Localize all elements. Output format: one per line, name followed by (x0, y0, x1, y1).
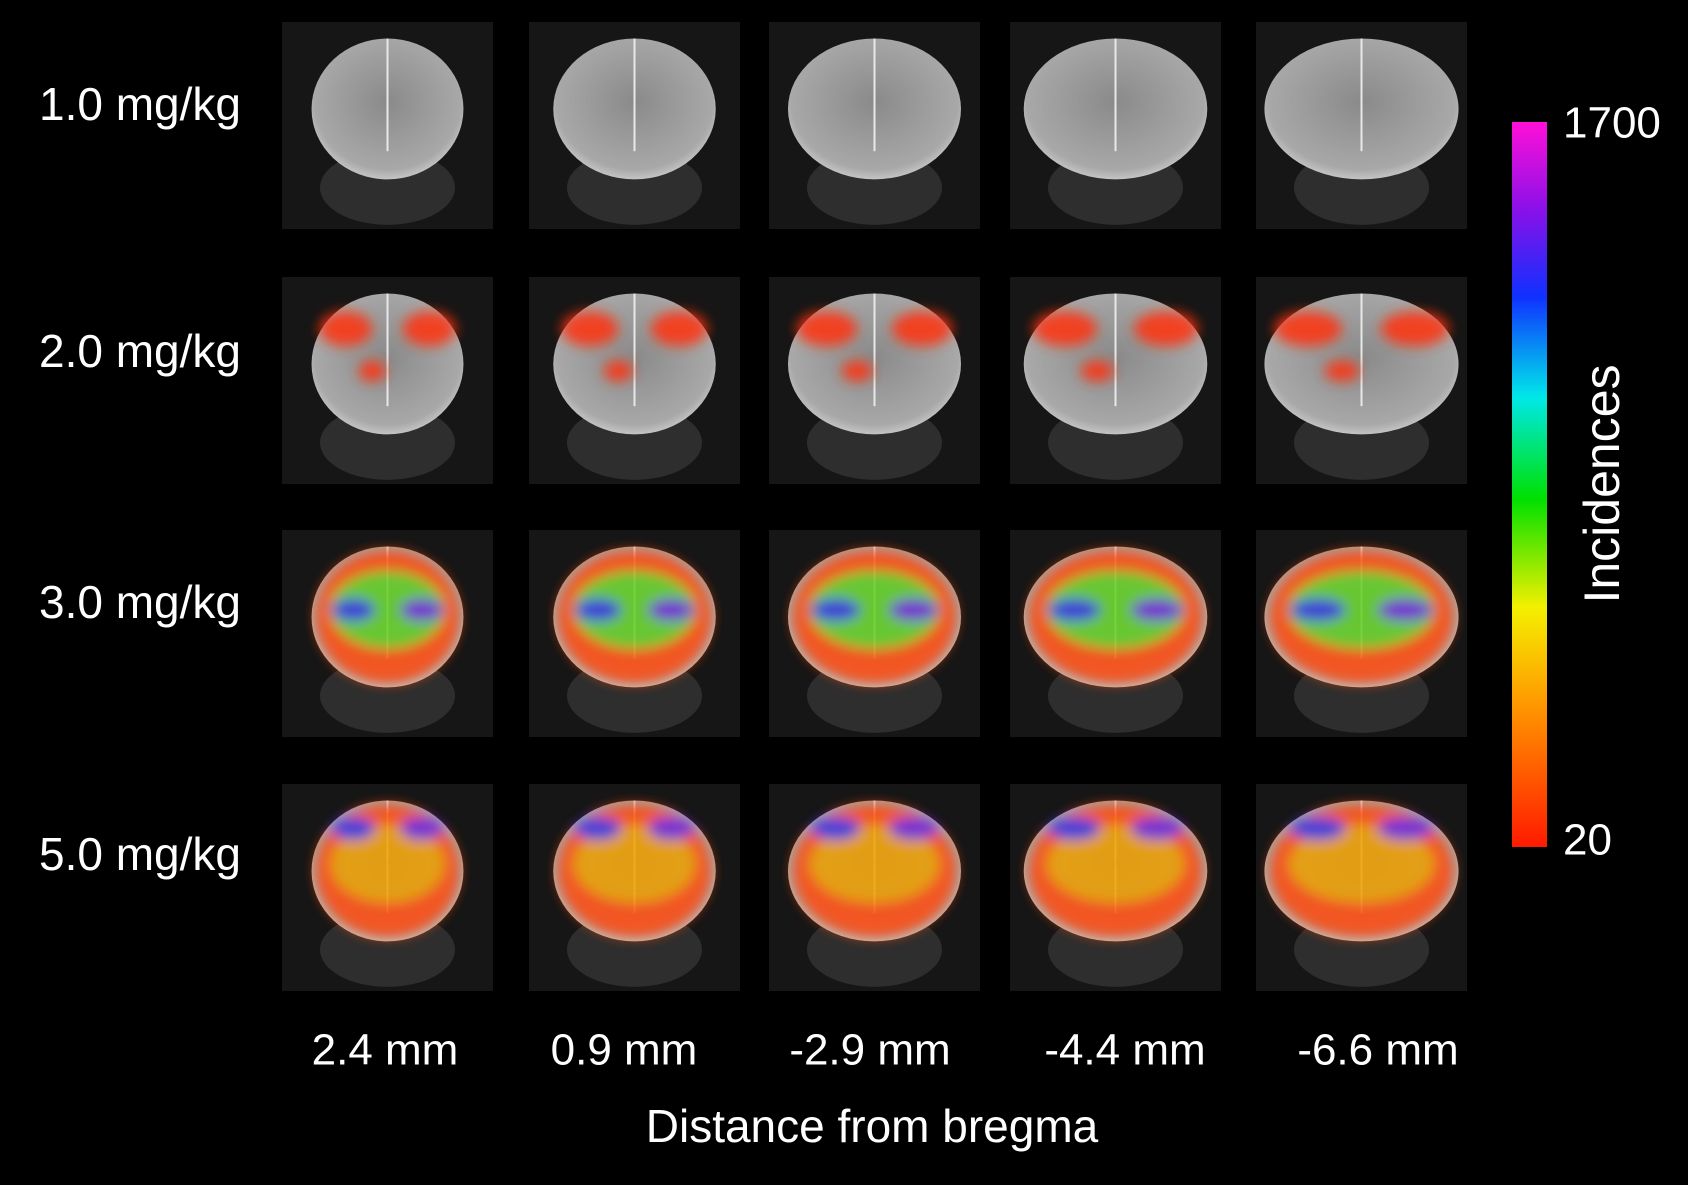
heat-peak (889, 817, 938, 840)
mri-slice (769, 530, 980, 737)
colorbar (1512, 122, 1547, 847)
heat-peak (1048, 817, 1100, 840)
heat-mid (809, 825, 940, 903)
heat-overlay (315, 550, 460, 684)
colorbar-label: Incidences (1574, 364, 1630, 603)
heat-peak (1048, 598, 1100, 622)
mri-slice (1010, 277, 1221, 484)
heat-blob (319, 311, 373, 347)
mri-slice (529, 530, 740, 737)
column-label: 2.4 mm (312, 1026, 459, 1075)
colorbar-max: 1700 (1563, 99, 1661, 148)
heat-overlay (561, 311, 708, 382)
heat-overlay (796, 311, 953, 382)
colorbar-min: 20 (1563, 816, 1612, 865)
heat-peak (332, 598, 375, 622)
heat-mid (573, 825, 696, 903)
heat-blob (1274, 311, 1343, 347)
mri-slice (769, 784, 980, 991)
heat-mid (1288, 571, 1435, 649)
heat-peak (648, 817, 694, 840)
heat-blob (650, 311, 708, 347)
mri-slice (529, 784, 740, 991)
column-label: 0.9 mm (551, 1026, 698, 1075)
heat-mid (573, 571, 696, 649)
heat-overlay (1028, 550, 1203, 684)
mri-slice (1256, 22, 1467, 229)
heat-blob (1032, 311, 1098, 347)
heat-peak (1290, 817, 1345, 840)
mri-slice (1256, 530, 1467, 737)
heat-overlay (557, 804, 712, 938)
heat-overlay (1269, 550, 1454, 684)
heat-overlay (557, 550, 712, 684)
heat-blob (561, 311, 619, 347)
mri-slice (282, 530, 493, 737)
row-label: 5.0 mg/kg (39, 828, 241, 880)
heat-peak (1131, 817, 1183, 840)
heat-mid (330, 825, 445, 903)
heat-peak (811, 817, 860, 840)
heat-blob (796, 311, 858, 347)
heat-overlay (1028, 804, 1203, 938)
mri-slice (769, 277, 980, 484)
column-label: -2.9 mm (789, 1026, 950, 1075)
heat-blob (1133, 311, 1199, 347)
heat-peak (648, 598, 694, 622)
mri-slice (1256, 784, 1467, 991)
heat-overlay (1269, 804, 1454, 938)
heat-overlay (792, 550, 957, 684)
row-label: 3.0 mg/kg (39, 576, 241, 628)
heat-overlay (315, 804, 460, 938)
mri-slice (282, 784, 493, 991)
x-axis-label: Distance from bregma (646, 1100, 1099, 1152)
mri-slice (529, 22, 740, 229)
heat-overlay (792, 804, 957, 938)
heat-overlay (1032, 311, 1199, 382)
heat-peak (1378, 598, 1433, 622)
mri-slice (282, 277, 493, 484)
column-label: -6.6 mm (1297, 1026, 1458, 1075)
heat-peak (575, 817, 621, 840)
mri-slice (282, 22, 493, 229)
row-label: 2.0 mg/kg (39, 325, 241, 377)
heat-peak (400, 598, 443, 622)
heat-overlay (319, 311, 456, 382)
heat-peak (1378, 817, 1433, 840)
heat-blob (603, 360, 633, 382)
mri-slice (1010, 22, 1221, 229)
heat-blob (1080, 360, 1114, 382)
heat-mid (1046, 825, 1185, 903)
heat-mid (1288, 825, 1435, 903)
heat-mid (1046, 571, 1185, 649)
heat-blob (1324, 360, 1360, 382)
heat-blob (841, 360, 873, 382)
heat-overlay (1274, 311, 1449, 382)
mri-slice (529, 277, 740, 484)
heat-mid (330, 571, 445, 649)
heat-blob (402, 311, 456, 347)
heat-peak (332, 817, 375, 840)
image-grid (282, 22, 1467, 991)
row-label: 1.0 mg/kg (39, 78, 241, 130)
mri-slice (769, 22, 980, 229)
heat-peak (889, 598, 938, 622)
heat-peak (575, 598, 621, 622)
heat-peak (1131, 598, 1183, 622)
mri-slice (1010, 784, 1221, 991)
heat-peak (811, 598, 860, 622)
column-label: -4.4 mm (1044, 1026, 1205, 1075)
heat-blob (358, 360, 386, 382)
heat-mid (809, 571, 940, 649)
heat-peak (400, 817, 443, 840)
mri-slice (1256, 277, 1467, 484)
mri-slice (1010, 530, 1221, 737)
heat-blob (891, 311, 953, 347)
heat-blob (1380, 311, 1449, 347)
heat-peak (1290, 598, 1345, 622)
